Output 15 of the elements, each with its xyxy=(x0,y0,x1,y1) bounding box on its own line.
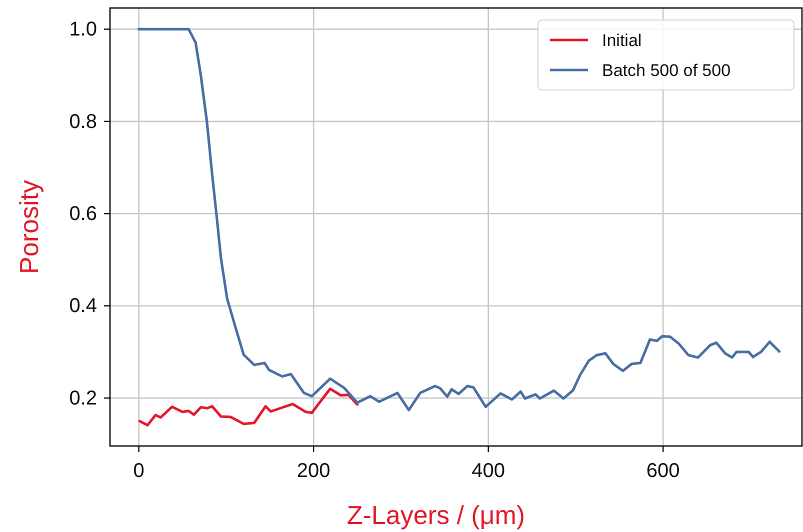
y-tick-label: 1.0 xyxy=(69,18,97,41)
y-tick-label: 0.8 xyxy=(69,110,97,133)
legend-label: Initial xyxy=(602,31,642,50)
y-tick-label: 0.2 xyxy=(69,387,97,410)
y-tick-label: 0.4 xyxy=(69,295,97,318)
y-tick-label: 0.6 xyxy=(69,203,97,226)
x-tick-label: 400 xyxy=(472,460,506,482)
y-axis-title: Porosity xyxy=(14,180,44,274)
line-series xyxy=(138,388,359,427)
line-series xyxy=(138,28,781,412)
x-tick-label: 600 xyxy=(646,460,680,482)
x-tick-label: 0 xyxy=(133,460,144,482)
legend-label: Batch 500 of 500 xyxy=(602,61,731,80)
x-tick-label: 200 xyxy=(296,460,330,482)
x-axis-title: Z-Layers / (μm) xyxy=(346,500,526,530)
